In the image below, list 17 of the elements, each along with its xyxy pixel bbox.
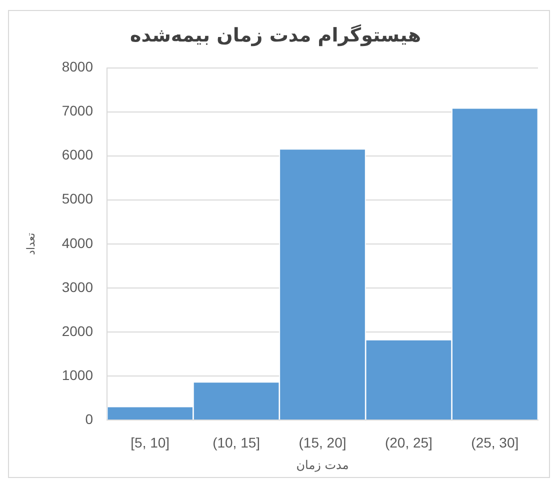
y-tick-label: 3000 [62,278,94,295]
y-tick-label: 0 [85,410,94,427]
y-tick-label: 6000 [62,146,94,163]
y-tick-label: 1000 [62,366,94,383]
y-tick-label: 5000 [62,190,94,207]
x-tick-label: (10, 15] [212,434,260,450]
y-axis-title: تعداد [24,232,38,255]
y-tick-label: 8000 [62,58,94,75]
y-tick-label: 2000 [62,322,94,339]
x-tick-label: (20, 25] [384,434,432,450]
x-tick-label: (25, 30] [471,434,519,450]
x-tick-label: (15, 20] [298,434,346,450]
y-tick-label: 4000 [62,234,94,251]
x-axis-title: مدت زمان [296,458,349,472]
x-tick-label: [5, 10] [130,434,170,450]
chart-title: هیستوگرام مدت زمان بیمه‌شده [130,23,422,46]
y-tick-label: 7000 [62,102,94,119]
